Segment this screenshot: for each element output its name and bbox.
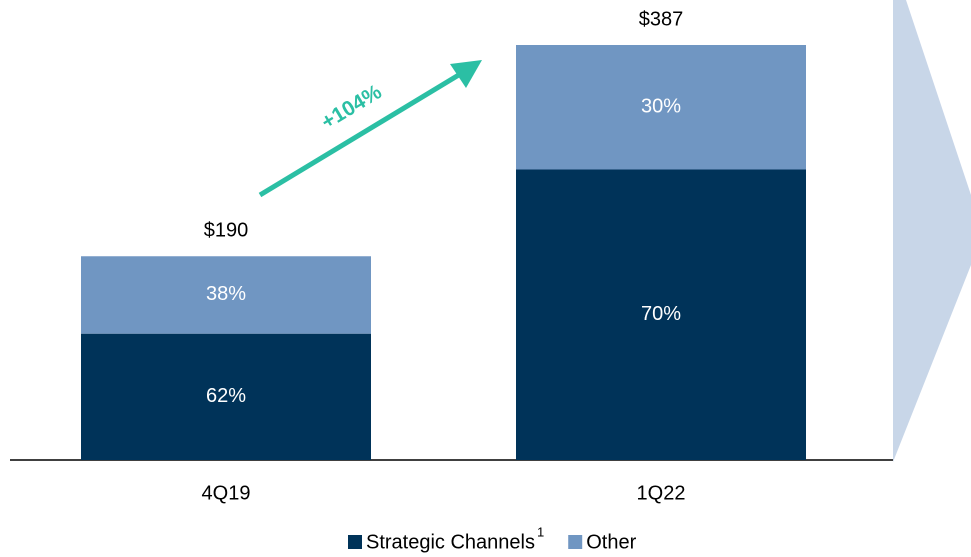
legend-label: Strategic Channels	[366, 531, 535, 553]
arrow-head	[450, 60, 482, 88]
bar-segment	[516, 169, 806, 460]
bar-segment	[81, 256, 371, 334]
legend-footnote: 1	[537, 524, 544, 539]
x-tick-label: 4Q19	[202, 482, 251, 504]
total-label: $190	[204, 220, 249, 242]
segment-label: 38%	[206, 283, 246, 305]
bar-segment	[81, 333, 371, 460]
legend-swatch	[568, 535, 583, 549]
segment-label: 62%	[206, 385, 246, 407]
arrow-shaft	[258, 70, 464, 198]
legend-label: Other	[586, 531, 636, 553]
x-tick-label: 1Q22	[637, 482, 686, 504]
legend-swatch	[348, 535, 362, 549]
bar-segment	[516, 45, 806, 170]
segment-label: 30%	[641, 96, 681, 118]
chevron	[893, 0, 971, 462]
total-label: $387	[639, 8, 684, 30]
segment-label: 70%	[641, 303, 681, 325]
growth-arrow: +104%	[258, 60, 482, 198]
